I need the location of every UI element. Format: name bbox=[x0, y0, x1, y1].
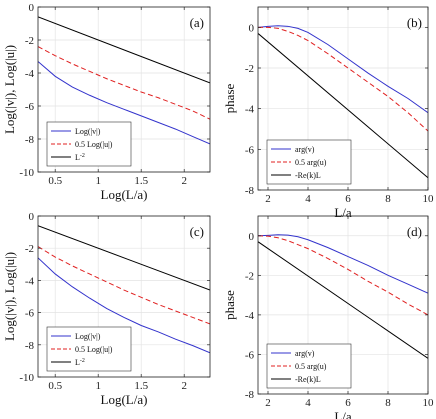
legend-entry-label: arg(v) bbox=[295, 145, 315, 154]
series-line-3 bbox=[258, 241, 428, 359]
chart-panel-c: 0.5 1 1.5 2 -10 -8 -6 -4 -2 0 Log(L/a) Log(|v|), Lo… bbox=[2, 211, 211, 407]
x-tick-label: 8 bbox=[385, 193, 391, 205]
y-tick-label: -6 bbox=[25, 308, 35, 320]
y-axis-label: phase bbox=[222, 83, 237, 113]
plot-frame bbox=[37, 6, 211, 173]
x-tick-label: 4 bbox=[305, 193, 311, 205]
legend: arg(v) 0.5 arg(u) -Re(k)L bbox=[266, 139, 352, 185]
legend-entry-label: Log(|v|) bbox=[75, 332, 101, 341]
x-tick-label: 2 bbox=[265, 193, 271, 205]
series-line-3 bbox=[258, 33, 428, 179]
legend-entry-label: -Re(k)L bbox=[295, 171, 321, 180]
x-tick-label: 1.5 bbox=[134, 380, 148, 392]
y-tick-label: -2 bbox=[25, 35, 34, 47]
y-tick-label: -4 bbox=[245, 104, 255, 116]
chart-panel-a: 0.5 1 1.5 2 -10 -8 -6 -4 -2 0 Log(L/a) Log(|v|), Lo… bbox=[2, 2, 211, 202]
series-line-2 bbox=[38, 246, 210, 325]
y-tick-label: -10 bbox=[19, 167, 34, 179]
x-tick-label: 1.5 bbox=[134, 175, 148, 187]
x-tick-label: 2 bbox=[181, 175, 187, 187]
x-tick-label: 2 bbox=[265, 397, 271, 409]
y-tick-label: -4 bbox=[245, 310, 255, 322]
y-tick-label: 0 bbox=[29, 2, 35, 14]
y-axis-label: Log(|v|), Log(|u|) bbox=[2, 45, 17, 134]
plot-frame bbox=[257, 215, 429, 395]
x-tick-label: 2 bbox=[181, 380, 187, 392]
legend-entry-label: L-2 bbox=[75, 153, 85, 162]
y-axis-label: phase bbox=[222, 290, 237, 320]
x-axis-label: Log(L/a) bbox=[101, 392, 148, 407]
x-axis-label: L/a bbox=[334, 409, 352, 419]
x-tick-label: 0.5 bbox=[48, 380, 62, 392]
y-tick-label: -6 bbox=[25, 101, 35, 113]
legend: arg(v) 0.5 arg(u) -Re(k)L bbox=[266, 343, 352, 389]
y-axis-label: Log(|v|), Log(|u|) bbox=[2, 252, 17, 341]
legend-entry-label: 0.5 Log(|u|) bbox=[75, 345, 113, 354]
y-tick-label: -10 bbox=[19, 372, 34, 384]
legend-entry-label: arg(v) bbox=[295, 349, 315, 358]
series-line-3 bbox=[38, 225, 210, 291]
y-tick-label: -8 bbox=[25, 340, 35, 352]
series-line-1 bbox=[38, 257, 210, 354]
x-tick-label: 6 bbox=[345, 193, 351, 205]
x-tick-label: 0.5 bbox=[48, 175, 62, 187]
legend-entry-label: 0.5 arg(u) bbox=[295, 158, 327, 167]
y-tick-label: -2 bbox=[25, 243, 34, 255]
x-tick-label: 10 bbox=[423, 193, 435, 205]
x-tick-label: 8 bbox=[385, 397, 391, 409]
y-tick-label: -2 bbox=[245, 270, 254, 282]
x-tick-label: 1 bbox=[95, 380, 101, 392]
chart-panel-b: 2 4 6 8 10 -8 -6 -4 -2 0 L/a phase (b) arg(v) 0.5 arg(… bbox=[222, 6, 435, 220]
y-tick-label: -4 bbox=[25, 68, 35, 80]
chart-panel-d: 2 4 6 8 10 -8 -6 -4 -2 0 L/a phase (d) arg(v) 0.5 arg(… bbox=[222, 215, 435, 419]
series-line-1 bbox=[258, 234, 428, 294]
panel-label: (d) bbox=[407, 224, 422, 239]
panel-label: (a) bbox=[190, 15, 204, 30]
y-tick-label: 0 bbox=[249, 231, 255, 243]
panel-label: (b) bbox=[407, 15, 422, 30]
y-tick-label: -8 bbox=[245, 389, 255, 401]
x-tick-label: 10 bbox=[423, 397, 435, 409]
y-tick-label: -2 bbox=[245, 63, 254, 75]
legend-entry-label: 0.5 Log(|u|) bbox=[75, 140, 113, 149]
legend-entry-label: 0.5 arg(u) bbox=[295, 362, 327, 371]
legend-entry-label: -Re(k)L bbox=[295, 375, 321, 384]
series-line-2 bbox=[38, 46, 210, 120]
x-tick-label: 1 bbox=[95, 175, 101, 187]
series-line-2 bbox=[258, 26, 428, 132]
legend-entry-label: Log(|v|) bbox=[75, 127, 101, 136]
x-tick-label: 6 bbox=[345, 397, 351, 409]
y-tick-label: 0 bbox=[249, 22, 255, 34]
y-tick-label: 0 bbox=[29, 211, 35, 223]
y-tick-label: -8 bbox=[245, 185, 255, 197]
x-axis-label: Log(L/a) bbox=[101, 187, 148, 202]
y-tick-label: -6 bbox=[245, 144, 255, 156]
series-line-1 bbox=[258, 25, 428, 114]
panel-label: (c) bbox=[190, 224, 204, 239]
y-tick-label: -8 bbox=[25, 134, 35, 146]
legend: Log(|v|) 0.5 Log(|u|) L-2 bbox=[46, 326, 132, 372]
x-tick-label: 4 bbox=[305, 397, 311, 409]
legend: Log(|v|) 0.5 Log(|u|) L-2 bbox=[46, 121, 132, 167]
legend-entry-label: L-2 bbox=[75, 358, 85, 367]
y-tick-label: -4 bbox=[25, 275, 35, 287]
series-line-3 bbox=[38, 16, 210, 84]
plot-frame bbox=[37, 215, 211, 378]
y-tick-label: -6 bbox=[245, 349, 255, 361]
series-line-2 bbox=[258, 235, 428, 316]
series-line-1 bbox=[38, 61, 210, 145]
plot-frame bbox=[257, 6, 429, 191]
x-axis-label: L/a bbox=[334, 205, 352, 220]
